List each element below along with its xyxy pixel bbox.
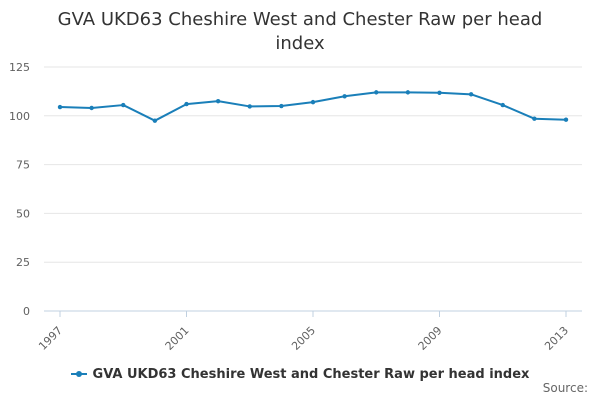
data-point xyxy=(121,102,126,108)
x-tick-label: 2013 xyxy=(542,324,571,353)
data-point xyxy=(437,90,442,95)
x-tick-label: 2005 xyxy=(289,324,318,353)
x-tick-label: 2001 xyxy=(163,324,192,353)
data-point xyxy=(532,116,537,121)
y-tick-label: 75 xyxy=(16,159,30,172)
gridlines xyxy=(44,66,582,263)
data-point xyxy=(500,102,505,108)
data-point xyxy=(279,103,284,109)
y-tick-label: 125 xyxy=(9,61,30,74)
data-point xyxy=(57,104,63,110)
series-layer xyxy=(57,90,569,123)
y-tick-label: 25 xyxy=(16,256,30,269)
data-point xyxy=(468,92,474,97)
chart-title-line-1: GVA UKD63 Cheshire West and Chester Raw … xyxy=(57,9,543,30)
data-point xyxy=(342,94,347,99)
legend-line-marker-icon xyxy=(70,371,87,377)
chart-title-line-2: index xyxy=(275,33,325,54)
data-point xyxy=(563,117,569,122)
x-tick-label: 1997 xyxy=(36,324,65,353)
legend[interactable]: GVA UKD63 Cheshire West and Chester Raw … xyxy=(0,364,600,382)
series-line xyxy=(59,91,567,122)
source-label[interactable]: Source: xyxy=(542,381,588,395)
data-point xyxy=(215,98,221,104)
y-axis-ticks: 0 25 50 75 100 125 xyxy=(9,61,30,318)
data-point xyxy=(310,99,316,105)
data-point xyxy=(89,105,94,111)
legend-item[interactable]: GVA UKD63 Cheshire West and Chester Raw … xyxy=(70,366,530,382)
data-point xyxy=(374,90,379,95)
x-tick-label: 2009 xyxy=(416,324,445,353)
data-point xyxy=(247,104,252,109)
x-axis: 1997 2001 2005 2009 2013 xyxy=(36,310,582,353)
y-tick-label: 50 xyxy=(16,207,30,220)
data-point xyxy=(184,101,189,107)
y-tick-label: 0 xyxy=(23,305,30,318)
chart-title: GVA UKD63 Cheshire West and Chester Raw … xyxy=(0,8,600,56)
data-point xyxy=(152,118,158,123)
y-tick-label: 100 xyxy=(9,110,30,123)
legend-label: GVA UKD63 Cheshire West and Chester Raw … xyxy=(92,366,530,382)
data-point xyxy=(405,90,411,95)
